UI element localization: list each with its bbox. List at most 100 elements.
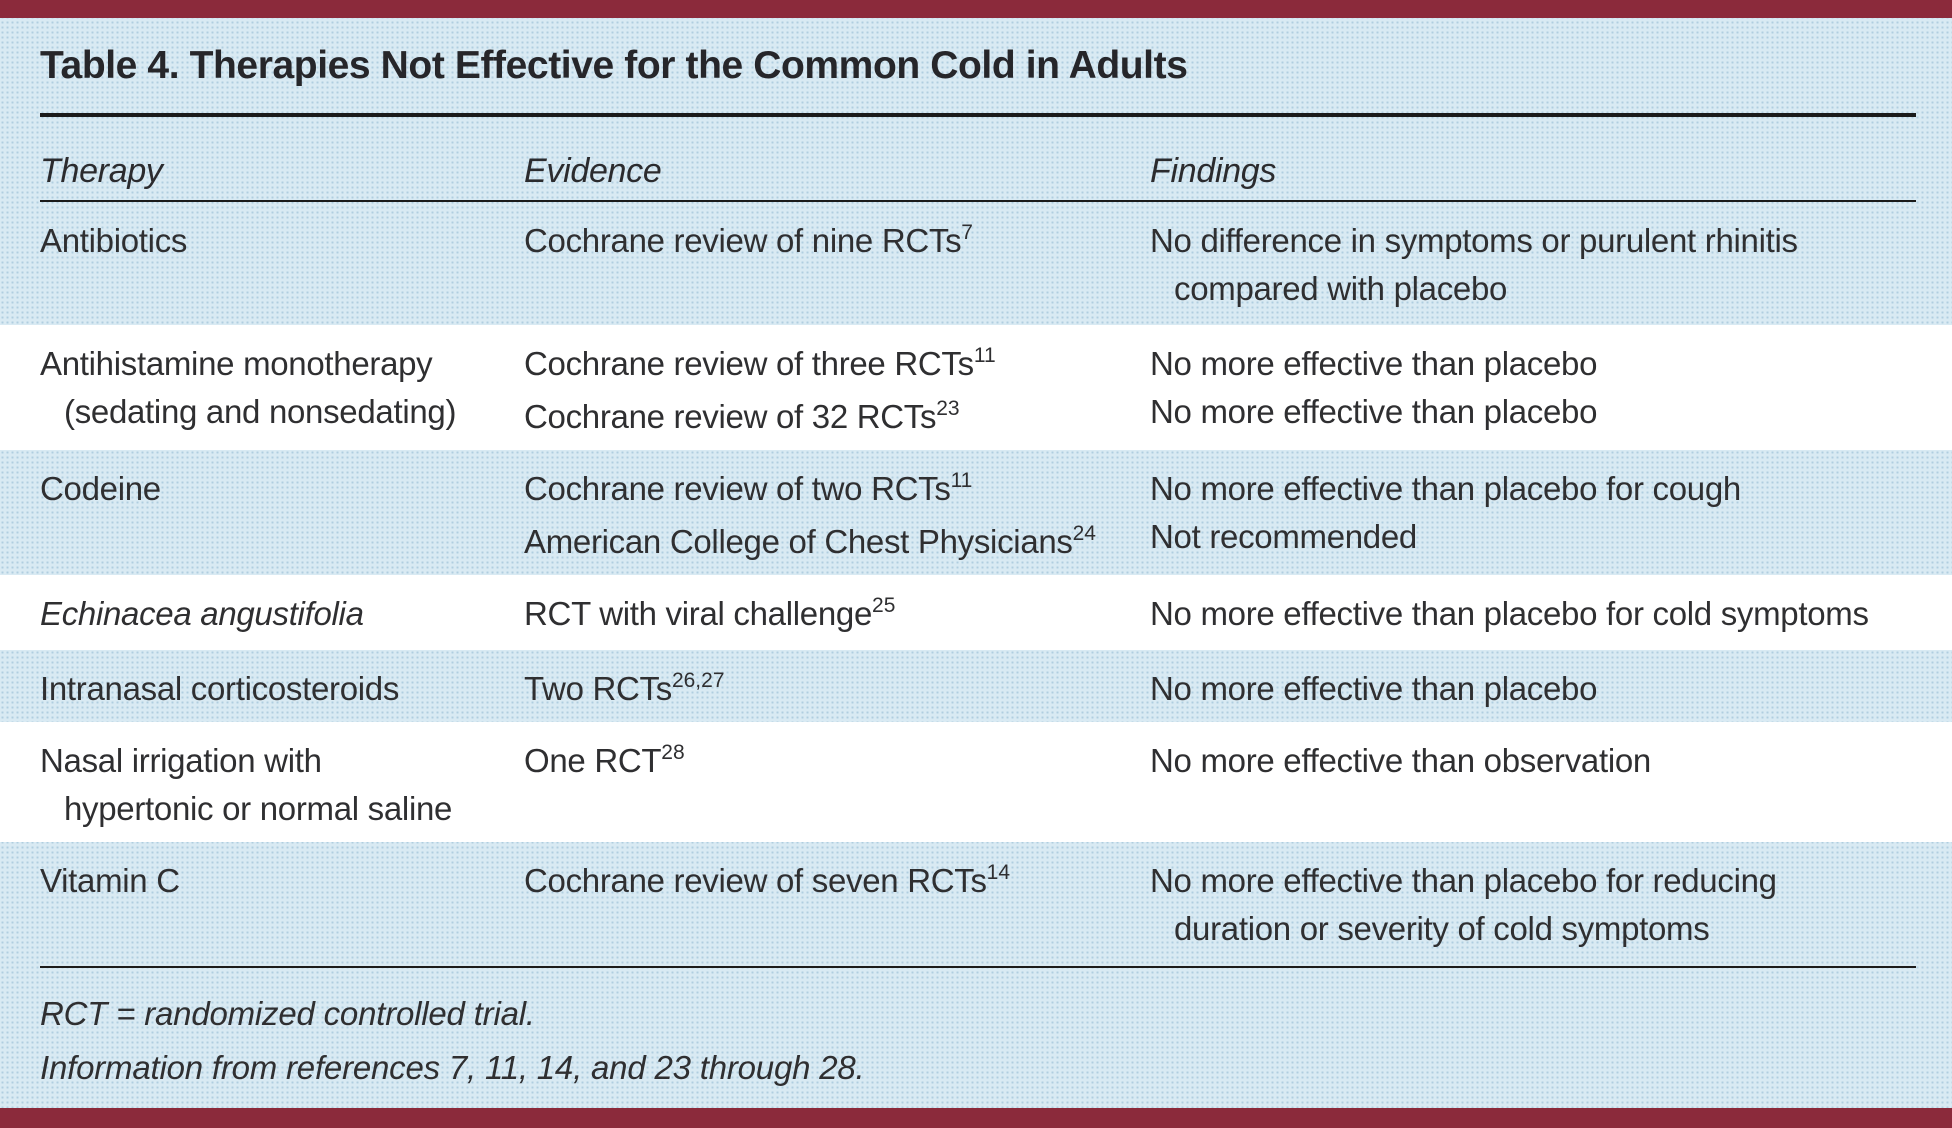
cell-line: Cochrane review of two RCTs11 bbox=[524, 465, 1150, 518]
reference-superscript: 25 bbox=[872, 594, 896, 617]
findings-cell: No difference in symptoms or purulent rh… bbox=[1150, 217, 1922, 325]
cell-text: Cochrane review of two RCTs bbox=[524, 470, 951, 507]
cell-text: One RCT bbox=[524, 742, 662, 779]
findings-cell: No more effective than placebo bbox=[1150, 665, 1922, 722]
evidence-cell: Cochrane review of seven RCTs14 bbox=[524, 857, 1150, 966]
cell-line: Antihistamine monotherapy bbox=[40, 340, 524, 388]
cell-line: No more effective than placebo for cold … bbox=[1150, 590, 1922, 638]
cell-line: Cochrane review of nine RCTs7 bbox=[524, 217, 1150, 270]
reference-superscript: 7 bbox=[961, 221, 973, 244]
cell-text: No more effective than placebo for cough bbox=[1150, 470, 1741, 507]
therapy-cell: Antihistamine monotherapy (sedating and n… bbox=[40, 340, 524, 450]
findings-cell: No more effective than placebo No more ef… bbox=[1150, 340, 1922, 450]
reference-superscript: 14 bbox=[986, 861, 1011, 884]
cell-text: RCT with viral challenge bbox=[524, 595, 873, 632]
cell-line: Codeine bbox=[40, 465, 524, 513]
findings-cell: No more effective than placebo for cough… bbox=[1150, 465, 1922, 575]
cell-text: No more effective than placebo for cold … bbox=[1150, 595, 1869, 632]
therapy-cell: Echinacea angustifolia bbox=[40, 590, 524, 650]
reference-superscript: 24 bbox=[1072, 522, 1096, 545]
table-title: Table 4. Therapies Not Effective for the… bbox=[40, 44, 1188, 87]
column-header-therapy: Therapy bbox=[40, 152, 163, 190]
evidence-cell: One RCT28 bbox=[524, 737, 1150, 842]
cell-text: (sedating and nonsedating) bbox=[64, 393, 457, 430]
table-row: Intranasal corticosteroids Two RCTs26,27 N… bbox=[0, 650, 1952, 722]
table-row: Codeine Cochrane review of two RCTs11 Amer… bbox=[0, 450, 1952, 575]
therapy-cell: Intranasal corticosteroids bbox=[40, 665, 524, 722]
cell-text: Antihistamine monotherapy bbox=[40, 345, 433, 382]
reference-superscript: 26,27 bbox=[671, 669, 725, 692]
therapy-cell: Antibiotics bbox=[40, 217, 524, 325]
evidence-cell: Two RCTs26,27 bbox=[524, 665, 1150, 722]
table-rows: Antibiotics Cochrane review of nine RCTs7… bbox=[0, 202, 1952, 966]
evidence-cell: Cochrane review of two RCTs11 American Co… bbox=[524, 465, 1150, 575]
cell-line: hypertonic or normal saline bbox=[40, 785, 524, 833]
cell-line: Not recommended bbox=[1150, 513, 1922, 561]
table-row: Vitamin C Cochrane review of seven RCTs14… bbox=[0, 842, 1952, 966]
header-divider-rule bbox=[40, 200, 1916, 202]
cell-text: No more effective than placebo bbox=[1150, 670, 1598, 707]
footnote-source: Information from references 7, 11, 14, a… bbox=[40, 1049, 865, 1086]
evidence-cell: RCT with viral challenge25 bbox=[524, 590, 1150, 650]
top-accent-bar bbox=[0, 0, 1952, 18]
footer-divider-rule bbox=[40, 966, 1916, 968]
findings-cell: No more effective than placebo for cold … bbox=[1150, 590, 1922, 650]
cell-line: (sedating and nonsedating) bbox=[40, 388, 524, 436]
cell-line: No more effective than placebo bbox=[1150, 665, 1922, 713]
table-row: Antihistamine monotherapy (sedating and n… bbox=[0, 325, 1952, 450]
table-row: Antibiotics Cochrane review of nine RCTs7… bbox=[0, 202, 1952, 325]
cell-line: Cochrane review of 32 RCTs23 bbox=[524, 393, 1150, 446]
table-row: Echinacea angustifolia RCT with viral cha… bbox=[0, 575, 1952, 650]
cell-line: compared with placebo bbox=[1150, 265, 1922, 313]
cell-line: Echinacea angustifolia bbox=[40, 590, 524, 638]
cell-text: No difference in symptoms or purulent rh… bbox=[1150, 222, 1798, 259]
cell-text: Not recommended bbox=[1150, 518, 1417, 555]
cell-line: Intranasal corticosteroids bbox=[40, 665, 524, 713]
cell-text: compared with placebo bbox=[1174, 270, 1508, 307]
cell-text: Cochrane review of nine RCTs bbox=[524, 222, 962, 259]
column-header-findings: Findings bbox=[1150, 152, 1277, 190]
cell-text: American College of Chest Physicians bbox=[524, 523, 1073, 560]
cell-line: No more effective than placebo for reduc… bbox=[1150, 857, 1922, 905]
cell-text: Cochrane review of three RCTs bbox=[524, 345, 974, 382]
cell-text: Cochrane review of 32 RCTs bbox=[524, 398, 937, 435]
evidence-cell: Cochrane review of three RCTs11 Cochrane … bbox=[524, 340, 1150, 450]
cell-text: hypertonic or normal saline bbox=[64, 790, 453, 827]
therapy-cell: Codeine bbox=[40, 465, 524, 575]
cell-line: American College of Chest Physicians24 bbox=[524, 518, 1150, 571]
cell-text: Echinacea angustifolia bbox=[40, 595, 364, 632]
evidence-cell: Cochrane review of nine RCTs7 bbox=[524, 217, 1150, 325]
therapy-cell: Vitamin C bbox=[40, 857, 524, 966]
cell-text: No more effective than placebo bbox=[1150, 393, 1598, 430]
column-header-row: Therapy Evidence Findings bbox=[0, 147, 1952, 195]
cell-text: Codeine bbox=[40, 470, 161, 507]
reference-superscript: 11 bbox=[950, 469, 973, 492]
cell-line: No difference in symptoms or purulent rh… bbox=[1150, 217, 1922, 265]
cell-line: No more effective than placebo bbox=[1150, 388, 1922, 436]
column-header-evidence: Evidence bbox=[524, 152, 662, 190]
cell-line: No more effective than observation bbox=[1150, 737, 1922, 785]
cell-line: duration or severity of cold symptoms bbox=[1150, 905, 1922, 953]
findings-cell: No more effective than observation bbox=[1150, 737, 1922, 842]
cell-line: Vitamin C bbox=[40, 857, 524, 905]
cell-text: No more effective than observation bbox=[1150, 742, 1651, 779]
title-divider-rule bbox=[40, 113, 1916, 117]
therapy-cell: Nasal irrigation with hypertonic or norma… bbox=[40, 737, 524, 842]
cell-text: Intranasal corticosteroids bbox=[40, 670, 400, 707]
cell-text: duration or severity of cold symptoms bbox=[1174, 910, 1710, 947]
cell-text: Nasal irrigation with bbox=[40, 742, 322, 779]
cell-text: Vitamin C bbox=[40, 862, 180, 899]
footnotes: RCT = randomized controlled trial. Infor… bbox=[40, 990, 865, 1098]
footnote-abbreviation: RCT = randomized controlled trial. bbox=[40, 995, 535, 1032]
cell-text: No more effective than placebo bbox=[1150, 345, 1598, 382]
reference-superscript: 28 bbox=[661, 741, 685, 764]
bottom-accent-bar bbox=[0, 1108, 1952, 1128]
cell-line: One RCT28 bbox=[524, 737, 1150, 790]
cell-line: No more effective than placebo bbox=[1150, 340, 1922, 388]
cell-text: Antibiotics bbox=[40, 222, 188, 259]
cell-text: Cochrane review of seven RCTs bbox=[524, 862, 987, 899]
cell-text: No more effective than placebo for reduc… bbox=[1150, 862, 1777, 899]
reference-superscript: 23 bbox=[936, 397, 960, 420]
cell-line: Cochrane review of three RCTs11 bbox=[524, 340, 1150, 393]
